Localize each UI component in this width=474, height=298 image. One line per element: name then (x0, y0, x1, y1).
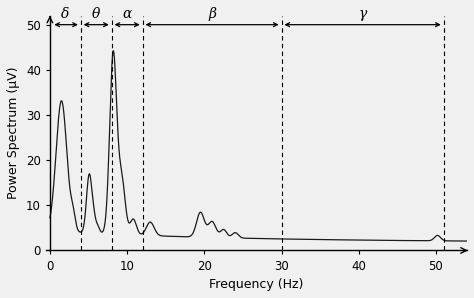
Y-axis label: Power Spectrum (μV): Power Spectrum (μV) (8, 67, 20, 199)
Text: α: α (122, 7, 132, 21)
Text: θ: θ (92, 7, 100, 21)
Text: δ: δ (61, 7, 70, 21)
Text: β: β (208, 7, 216, 21)
X-axis label: Frequency (Hz): Frequency (Hz) (209, 278, 304, 291)
Text: γ: γ (358, 7, 367, 21)
